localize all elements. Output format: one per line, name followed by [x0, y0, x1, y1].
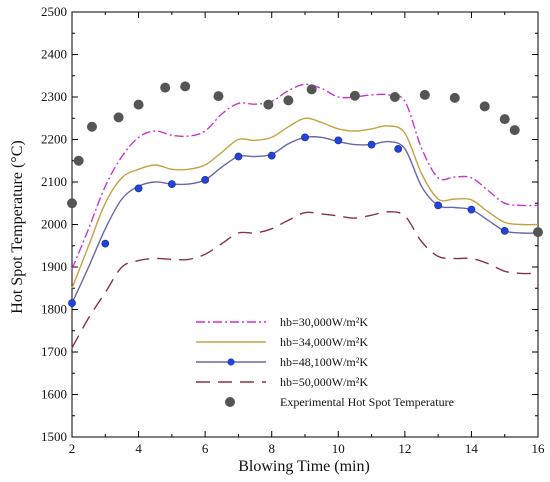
series-marker: [167, 180, 176, 189]
series-0: [71, 83, 539, 270]
series-marker: [267, 151, 276, 160]
series-marker: [68, 299, 76, 308]
x-tick-label: 6: [202, 441, 209, 456]
legend-item: hb=34,000W/m²K: [196, 335, 368, 349]
experimental-point: [499, 114, 510, 125]
y-tick-label: 2100: [41, 174, 67, 189]
series-marker: [234, 152, 243, 161]
x-tick-label: 4: [135, 441, 142, 456]
series-marker: [101, 239, 110, 248]
series-2: [68, 133, 542, 308]
y-tick-label: 1600: [41, 387, 67, 402]
experimental-point: [160, 82, 171, 93]
experimental-point: [306, 84, 317, 95]
legend-item: hb=48,100W/m²K: [196, 355, 368, 369]
plot-frame: [71, 11, 539, 438]
series-line: [71, 211, 539, 349]
experimental-point: [389, 92, 400, 102]
experimental-point: [133, 99, 144, 110]
experimental-point: [419, 89, 430, 100]
series-marker: [367, 140, 376, 149]
x-tick-label: 16: [532, 441, 546, 456]
series-line: [71, 136, 539, 304]
legend-item: Experimental Hot Spot Temperature: [225, 395, 454, 409]
experimental-point: [113, 112, 124, 123]
series-3: [71, 211, 539, 349]
legend-label: hb=30,000W/m²K: [280, 315, 368, 329]
legend-item: hb=30,000W/m²K: [196, 315, 368, 329]
experimental-point: [449, 92, 460, 103]
legend-label: hb=48,100W/m²K: [280, 355, 368, 369]
legend: hb=30,000W/m²K hb=34,000W/m²K hb=48,100W/m…: [196, 315, 454, 409]
legend-item: hb=50,000W/m²K: [196, 375, 368, 389]
x-tick-label: 14: [465, 441, 479, 456]
legend-swatch: [225, 397, 235, 407]
y-tick-label: 2000: [41, 217, 67, 232]
series-marker: [467, 205, 476, 214]
y-tick-label: 2200: [41, 132, 67, 147]
series-marker: [301, 133, 309, 142]
y-tick-label: 1500: [41, 429, 67, 444]
plot-area: [67, 81, 543, 349]
y-tick-label: 2300: [41, 89, 67, 104]
series-marker: [334, 136, 343, 145]
series-line: [71, 117, 539, 289]
experimental-point: [73, 155, 84, 166]
series-marker: [500, 226, 509, 235]
experimental-point: [533, 227, 543, 238]
x-tick-label: 8: [268, 441, 275, 456]
x-axis-title: Blowing Time (min): [238, 458, 370, 475]
experimental-point: [263, 99, 274, 110]
legend-marker: [227, 358, 235, 366]
x-tick-label: 2: [69, 441, 76, 456]
legend-label: hb=34,000W/m²K: [280, 335, 368, 349]
series-1: [71, 117, 539, 289]
y-tick-label: 1800: [41, 302, 67, 317]
series-marker: [434, 201, 443, 210]
experimental-point: [349, 90, 360, 101]
legend-label: hb=50,000W/m²K: [280, 375, 368, 389]
x-axis-ticks: 2 4 6 8 10 12 14 16: [69, 12, 545, 456]
y-tick-label: 1700: [41, 344, 67, 359]
series-marker: [134, 184, 143, 193]
y-tick-label: 2400: [41, 47, 67, 62]
experimental-point: [213, 91, 224, 102]
experimental-point: [509, 125, 520, 136]
experimental-point: [180, 81, 191, 92]
x-tick-label: 12: [398, 441, 411, 456]
legend-label: Experimental Hot Spot Temperature: [280, 395, 454, 409]
experimental-point: [86, 121, 97, 132]
series-marker: [394, 144, 403, 153]
y-axis-title: Hot Spot Temperature (°C): [9, 140, 26, 313]
series-marker: [201, 175, 210, 184]
series-4: [67, 81, 543, 238]
experimental-point: [283, 95, 294, 106]
experimental-point: [479, 101, 490, 112]
experimental-point: [67, 198, 77, 209]
y-tick-label: 2500: [41, 4, 67, 19]
plot-border: [71, 11, 539, 438]
y-tick-label: 1900: [41, 259, 67, 274]
x-tick-label: 10: [332, 441, 345, 456]
series-line: [71, 83, 539, 270]
